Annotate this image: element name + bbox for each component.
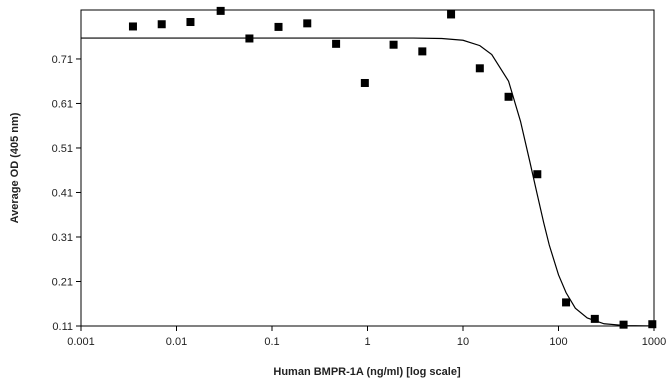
y-tick-label: 0.31 [52, 232, 73, 244]
data-point [418, 47, 427, 56]
data-points-layer [128, 6, 657, 329]
x-axis: 0.001 0.01 0.1 1 10 100 1000 [67, 326, 666, 348]
y-tick-label: 0.11 [52, 321, 73, 333]
data-point [186, 18, 195, 27]
data-point [128, 22, 137, 31]
x-tick-label: 0.1 [264, 336, 279, 348]
data-point [447, 10, 456, 19]
data-point [648, 320, 657, 329]
y-axis: 0.11 0.21 0.31 0.41 0.51 0.61 0.71 [52, 54, 81, 333]
x-tick-label: 100 [549, 336, 567, 348]
data-point [157, 20, 166, 29]
x-tick-label: 10 [457, 336, 469, 348]
data-point [475, 64, 484, 73]
data-point [504, 92, 513, 101]
y-tick-label: 0.51 [52, 143, 73, 155]
data-point [274, 22, 283, 31]
data-point [245, 34, 254, 43]
x-tick-label: 0.01 [166, 336, 187, 348]
y-tick-label: 0.21 [52, 276, 73, 288]
data-point [360, 78, 369, 87]
fit-curve [81, 37, 655, 327]
plot-area [80, 9, 655, 327]
data-point [216, 6, 225, 15]
y-tick-label: 0.71 [52, 54, 73, 66]
x-tick-label: 1000 [642, 336, 666, 348]
fit-curve-layer [81, 37, 655, 327]
x-tick-label: 1 [364, 336, 370, 348]
y-tick-label: 0.41 [52, 187, 73, 199]
y-tick-label: 0.61 [52, 98, 73, 110]
x-axis-title: Human BMPR-1A (ng/ml) [log scale] [273, 366, 461, 378]
data-point [619, 320, 628, 329]
data-point [533, 170, 542, 179]
data-point [590, 314, 599, 323]
data-point [332, 39, 341, 48]
x-tick-label: 0.001 [67, 336, 95, 348]
y-axis-title: Average OD (405 nm) [9, 112, 21, 223]
data-point [562, 298, 571, 307]
data-point [303, 19, 312, 28]
data-point [389, 40, 398, 49]
